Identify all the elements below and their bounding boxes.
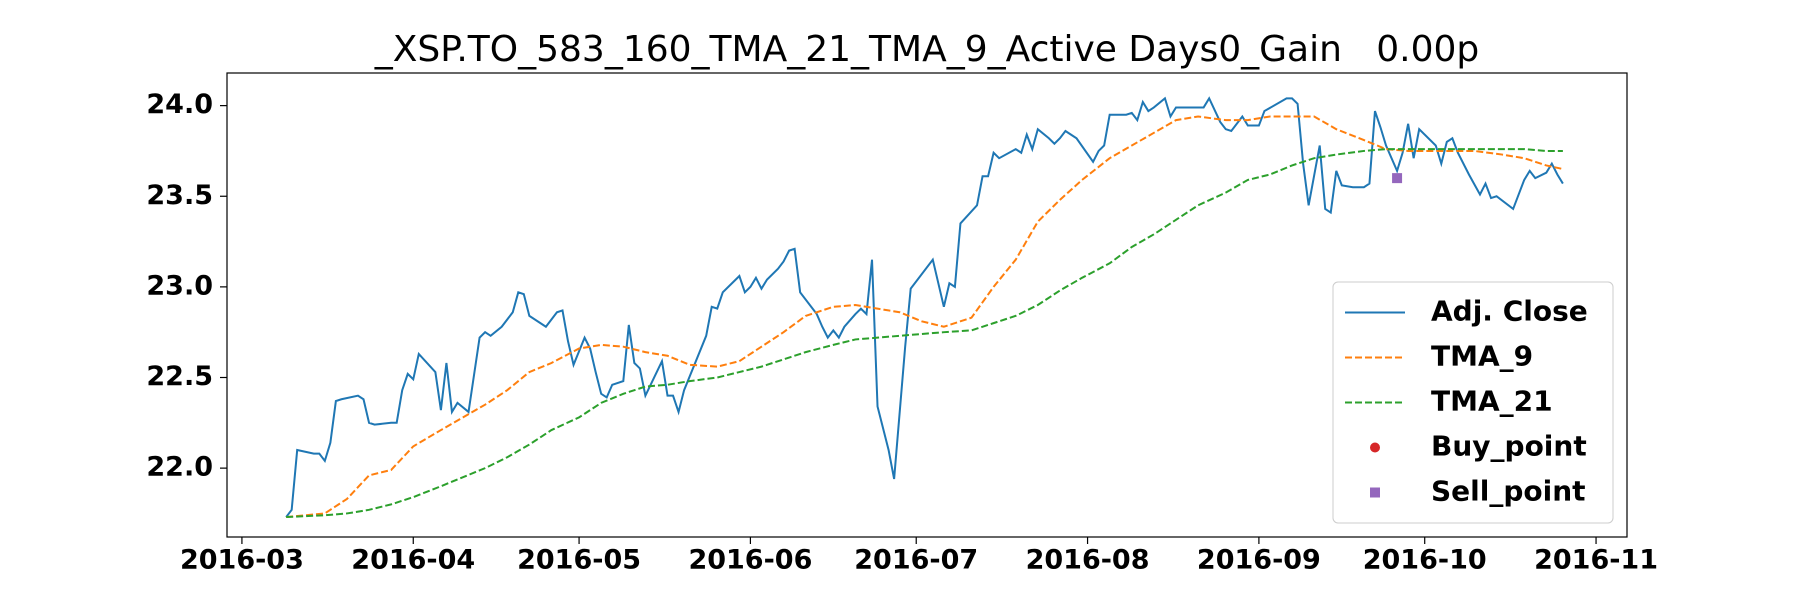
legend-label: Adj. Close [1431, 295, 1588, 328]
x-tick-label: 2016-06 [688, 545, 812, 576]
legend-swatch [1370, 487, 1380, 498]
x-tick-label: 2016-04 [351, 545, 475, 576]
legend-label: TMA_21 [1431, 385, 1553, 418]
point-marker [1392, 173, 1403, 184]
legend-swatch [1370, 442, 1380, 453]
legend-box [1332, 281, 1614, 524]
y-tick-label: 22.5 [146, 361, 213, 392]
y-tick-label: 24.0 [146, 89, 213, 120]
x-tick-label: 2016-11 [1534, 545, 1658, 576]
series-line [286, 115, 1564, 519]
series-line [285, 96, 1564, 518]
legend-label: Sell_point [1431, 475, 1586, 508]
x-tick-label: 2016-03 [180, 545, 304, 576]
chart-title: _XSP.TO_583_160_TMA_21_TMA_9_Active Days… [374, 29, 1480, 70]
series-line [286, 148, 1563, 519]
y-tick-label: 23.5 [146, 180, 213, 211]
legend-label: TMA_9 [1431, 340, 1533, 373]
x-tick-label: 2016-08 [1026, 545, 1150, 576]
x-tick-label: 2016-05 [517, 545, 641, 576]
y-tick-label: 23.0 [146, 270, 213, 301]
x-tick-label: 2016-07 [854, 545, 978, 576]
legend-label: Buy_point [1431, 430, 1587, 463]
plot-frame [226, 72, 1628, 538]
x-tick-label: 2016-09 [1197, 545, 1321, 576]
y-tick-label: 22.0 [146, 452, 213, 483]
x-tick-label: 2016-10 [1363, 545, 1487, 576]
